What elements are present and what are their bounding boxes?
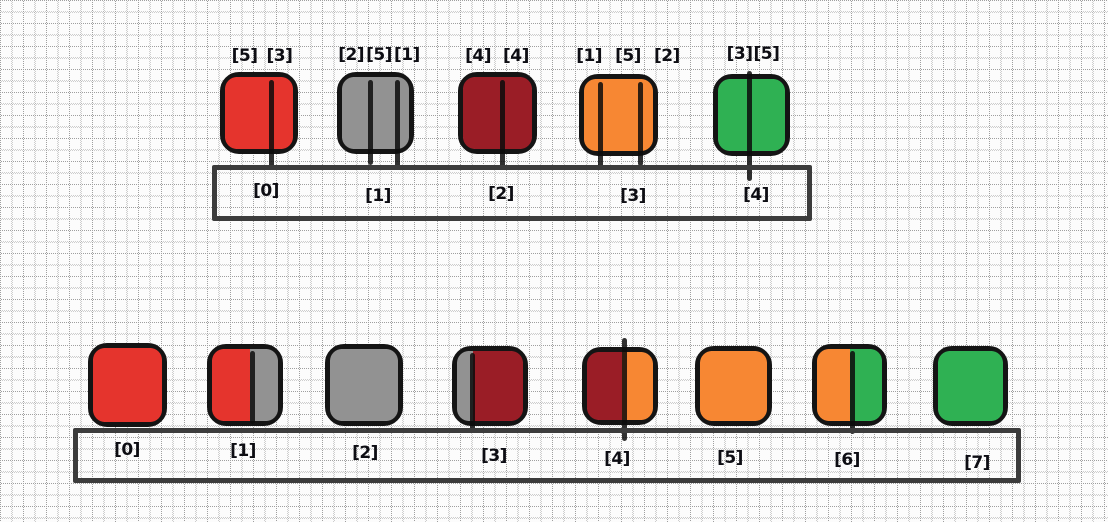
annotation-label: [2]	[653, 46, 680, 66]
color-segment	[700, 351, 767, 421]
pointer-line	[500, 80, 505, 170]
annotation-label: [3]	[266, 46, 293, 66]
pointer-line	[598, 82, 603, 168]
bottom-array-box	[73, 428, 1021, 483]
pointer-line	[747, 71, 752, 181]
annotation-label: [4]	[465, 46, 491, 66]
color-segment	[330, 349, 398, 421]
color-segment	[587, 352, 622, 420]
annotation-label: [5]	[753, 44, 780, 64]
top-box-red	[220, 72, 298, 168]
divider-line	[250, 351, 255, 424]
pointer-line	[269, 80, 274, 168]
color-segment	[621, 352, 653, 420]
box-fill	[330, 349, 398, 421]
box-fill	[587, 352, 653, 420]
annotation-label: [4]	[503, 46, 529, 66]
box-fill	[212, 349, 278, 421]
pointer-line	[638, 82, 643, 166]
array-index-label: [4]	[743, 185, 769, 205]
array-index-label: [3]	[481, 446, 507, 466]
color-segment	[463, 77, 532, 149]
color-segment	[817, 349, 850, 421]
divider-line	[622, 338, 627, 441]
array-index-label: [0]	[114, 440, 140, 460]
annotation-label: [5]	[615, 46, 641, 66]
bottom-box-green	[933, 346, 1008, 426]
bottom-box-grey-dark-red	[452, 346, 528, 432]
array-index-label: [4]	[604, 449, 630, 469]
annotation-label: [5]	[231, 46, 258, 66]
annotation-group: [5] [3]	[232, 47, 293, 65]
divider-line	[470, 353, 475, 432]
color-segment	[938, 351, 1003, 421]
box-fill	[700, 351, 767, 421]
array-index-label: [2]	[352, 443, 378, 463]
box-fill	[225, 77, 293, 149]
array-index-label: [1]	[365, 186, 391, 206]
color-segment	[457, 351, 473, 421]
annotation-group: [4] [4]	[465, 47, 529, 65]
annotation-label: [1]	[393, 45, 420, 65]
array-index-label: [2]	[488, 184, 514, 204]
top-array-box	[212, 165, 812, 221]
array-index-label: [3]	[620, 186, 646, 206]
box-fill	[938, 351, 1003, 421]
color-segment	[225, 77, 293, 149]
bottom-box-grey	[325, 344, 403, 426]
annotation-label: [3]	[726, 44, 753, 64]
box-fill	[463, 77, 532, 149]
bottom-box-orange	[695, 346, 772, 426]
pointer-line	[395, 80, 400, 169]
pointer-line	[368, 80, 373, 165]
top-box-grey	[337, 72, 414, 169]
color-segment	[212, 349, 250, 421]
annotation-label: [5]	[366, 45, 392, 65]
bottom-box-red	[88, 343, 167, 427]
array-index-label: [1]	[230, 441, 256, 461]
bottom-box-dark-red-orange	[582, 338, 658, 441]
array-index-label: [7]	[964, 453, 990, 473]
array-index-label: [5]	[717, 448, 743, 468]
bottom-box-red-grey	[207, 344, 283, 426]
annotation-group: [3] [5]	[727, 45, 780, 63]
box-fill	[457, 351, 523, 421]
annotation-label: [2]	[338, 45, 365, 65]
divider-line	[850, 351, 855, 434]
top-box-dark-red	[458, 72, 537, 170]
box-fill	[93, 348, 162, 422]
top-box-orange	[579, 74, 658, 168]
color-segment	[93, 348, 162, 422]
array-index-label: [0]	[253, 181, 279, 201]
annotation-label: [1]	[576, 46, 603, 66]
annotation-group: [2] [5] [1]	[338, 46, 420, 64]
annotation-group: [1] [5] [2]	[576, 47, 680, 65]
top-box-green	[713, 71, 790, 181]
bottom-box-orange-green	[812, 344, 887, 434]
array-index-label: [6]	[834, 450, 860, 470]
color-segment	[472, 351, 523, 421]
